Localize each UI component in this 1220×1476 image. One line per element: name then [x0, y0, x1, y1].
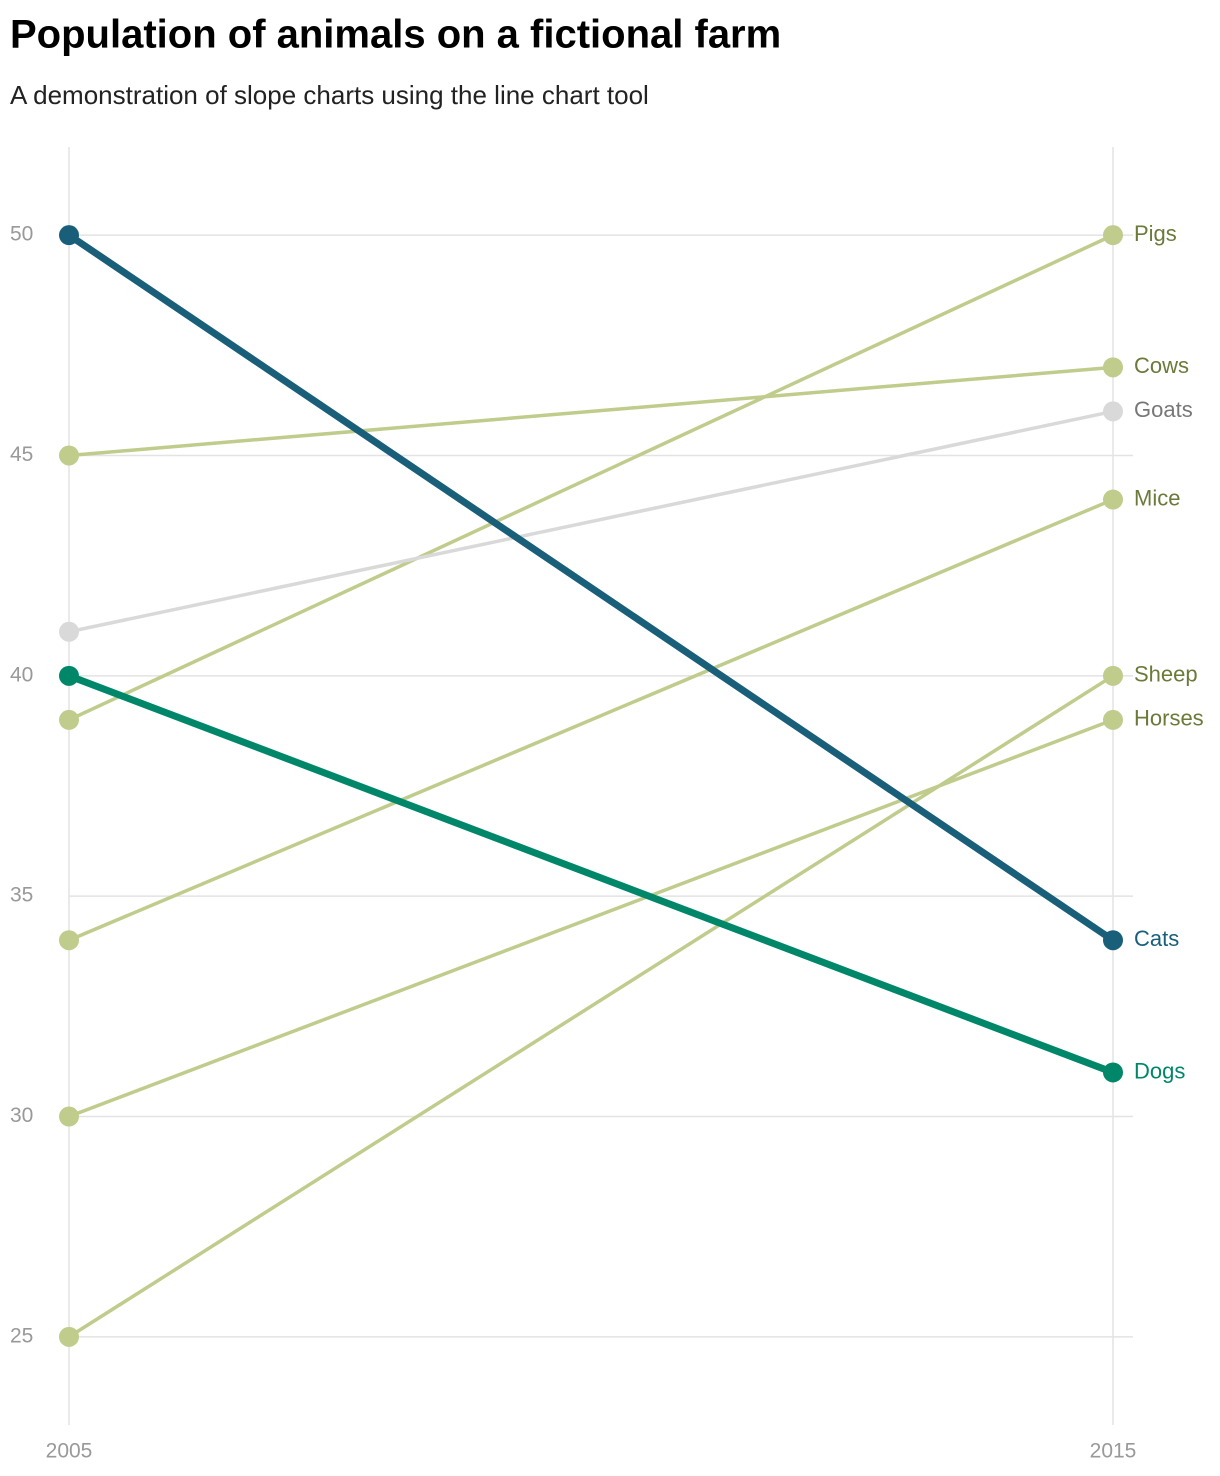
y-tick-label: 30 [10, 1104, 33, 1127]
series-line [67, 233, 1115, 722]
data-point [1103, 357, 1123, 378]
series-label: Dogs [1134, 1058, 1185, 1083]
data-point [1103, 1062, 1123, 1083]
data-point [59, 709, 79, 730]
series-label: Horses [1134, 706, 1204, 731]
series-label: Cows [1134, 353, 1189, 378]
y-tick-label: 50 [10, 223, 33, 246]
series-line [67, 718, 1115, 1119]
data-point [59, 445, 79, 466]
series-label: Cats [1134, 926, 1179, 951]
data-point [1103, 930, 1123, 951]
chart-subtitle: A demonstration of slope charts using th… [10, 80, 649, 110]
y-tick-label: 25 [10, 1324, 33, 1347]
data-point [1103, 225, 1123, 246]
data-point [59, 621, 79, 642]
data-point [1103, 489, 1123, 510]
data-point [1103, 709, 1123, 730]
x-tick-label: 2005 [46, 1440, 93, 1463]
y-tick-label: 40 [10, 663, 33, 686]
data-point [59, 1106, 79, 1127]
data-point [1103, 665, 1123, 686]
series-line [65, 672, 1117, 1076]
data-point [1103, 401, 1123, 422]
data-point [59, 225, 79, 246]
series-line [67, 409, 1115, 634]
series-line [67, 674, 1115, 1339]
series-line [67, 365, 1115, 458]
y-tick-label: 35 [10, 884, 33, 907]
series-label: Pigs [1134, 221, 1177, 246]
series-label: Goats [1134, 397, 1193, 422]
series-label: Mice [1134, 485, 1180, 510]
y-tick-label: 45 [10, 443, 33, 466]
series-line [65, 231, 1117, 944]
x-tick-label: 2015 [1090, 1440, 1137, 1463]
data-point [59, 1326, 79, 1347]
series-label: Sheep [1134, 662, 1198, 687]
data-point [59, 665, 79, 686]
data-point [59, 930, 79, 951]
chart-title: Population of animals on a fictional far… [10, 13, 781, 57]
series-line [67, 497, 1115, 942]
